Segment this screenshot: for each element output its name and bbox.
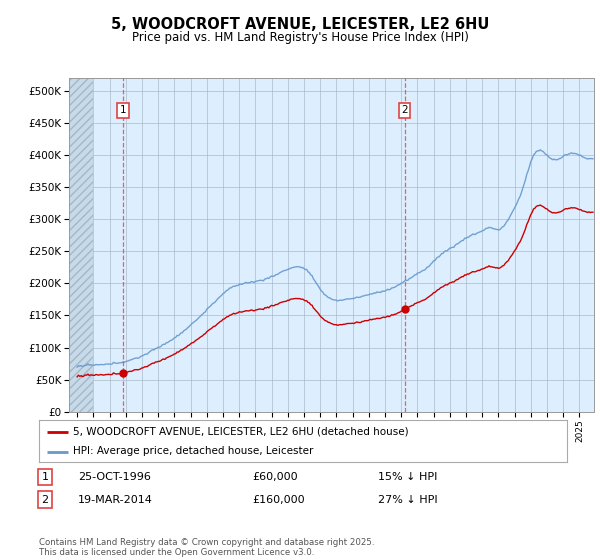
Bar [69, 78, 94, 412]
Text: 2: 2 [41, 494, 49, 505]
Text: Price paid vs. HM Land Registry's House Price Index (HPI): Price paid vs. HM Land Registry's House … [131, 31, 469, 44]
Text: 19-MAR-2014: 19-MAR-2014 [78, 494, 153, 505]
Text: HPI: Average price, detached house, Leicester: HPI: Average price, detached house, Leic… [73, 446, 314, 456]
Text: 2: 2 [401, 105, 408, 115]
Text: 5, WOODCROFT AVENUE, LEICESTER, LE2 6HU: 5, WOODCROFT AVENUE, LEICESTER, LE2 6HU [111, 17, 489, 32]
Text: 15% ↓ HPI: 15% ↓ HPI [378, 472, 437, 482]
Text: £60,000: £60,000 [252, 472, 298, 482]
Text: £160,000: £160,000 [252, 494, 305, 505]
Text: Contains HM Land Registry data © Crown copyright and database right 2025.
This d: Contains HM Land Registry data © Crown c… [39, 538, 374, 557]
Text: 5, WOODCROFT AVENUE, LEICESTER, LE2 6HU (detached house): 5, WOODCROFT AVENUE, LEICESTER, LE2 6HU … [73, 427, 409, 437]
Text: 1: 1 [41, 472, 49, 482]
Text: 1: 1 [119, 105, 126, 115]
Text: 27% ↓ HPI: 27% ↓ HPI [378, 494, 437, 505]
Text: 25-OCT-1996: 25-OCT-1996 [78, 472, 151, 482]
